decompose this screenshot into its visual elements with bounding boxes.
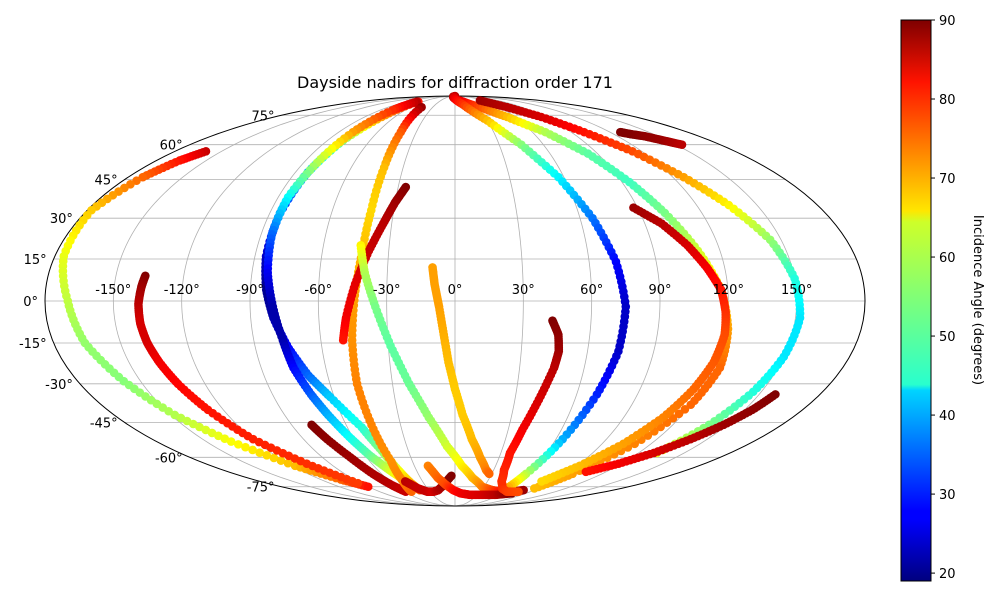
nadir-point — [514, 487, 523, 497]
nadir-point — [276, 456, 286, 465]
x-tick-label: 60° — [580, 283, 603, 298]
y-tick-label: 15° — [24, 253, 47, 268]
x-tick-label: 30° — [512, 283, 535, 298]
colorbar-tick-label: 60 — [939, 251, 956, 266]
x-tick-label: -120° — [164, 283, 200, 298]
colorbar-tick-label: 70 — [939, 172, 956, 187]
colorbar-ticks: 20 30 40 50 60 70 80 90 — [931, 14, 956, 582]
nadir-point — [674, 409, 684, 419]
nadir-point — [353, 478, 363, 488]
nadir-point — [668, 413, 678, 423]
nadir-point — [241, 442, 250, 452]
colorbar-tick-label: 30 — [939, 488, 956, 503]
nadir-point — [138, 172, 148, 182]
nadir-point — [363, 482, 373, 492]
nadir-point — [485, 469, 494, 479]
nadir-point — [447, 471, 456, 481]
nadir-point — [581, 467, 591, 477]
nadir-point — [226, 437, 236, 446]
colorbar-tick-label: 50 — [939, 330, 956, 345]
y-tick-label: -45° — [90, 416, 118, 431]
nadir-point — [686, 400, 696, 410]
x-tick-label: -60° — [304, 283, 332, 298]
y-tick-label: -60° — [155, 451, 183, 466]
colorbar-tick-label: 40 — [939, 409, 956, 424]
colorbar: 20 30 40 50 60 70 80 90 Incidence Angle (degree… — [900, 14, 985, 582]
x-tick-label: 90° — [648, 283, 671, 298]
nadir-point — [680, 404, 690, 414]
nadir-point — [255, 448, 264, 457]
x-tick-label: -90° — [236, 283, 264, 298]
nadir-point — [530, 484, 539, 493]
x-tick-label: -30° — [373, 283, 401, 298]
y-tick-label: 30° — [50, 212, 73, 227]
colorbar-tick-label: 20 — [939, 567, 956, 582]
nadir-point — [537, 477, 546, 486]
x-tick-label: 0° — [448, 283, 463, 298]
nadir-point — [677, 140, 687, 150]
nadir-point — [262, 451, 272, 460]
x-tick-label: 120° — [713, 283, 744, 298]
y-tick-label: 60° — [160, 139, 183, 154]
colorbar-label: Incidence Angle (degrees) — [970, 215, 985, 385]
nadir-point — [233, 440, 243, 449]
nadir-point — [283, 458, 293, 468]
y-tick-label: 75° — [251, 109, 274, 124]
nadir-point — [269, 453, 279, 463]
data-points — [58, 91, 805, 500]
colorbar-gradient — [900, 19, 932, 582]
y-tick-label: 0° — [23, 295, 38, 310]
y-tick-label: 45° — [95, 174, 118, 189]
chart-title: Dayside nadirs for diffraction order 171 — [297, 73, 613, 92]
colorbar-tick-label: 80 — [939, 93, 956, 108]
nadir-point — [338, 335, 348, 345]
tick-labels: -150° -120° -90° -60° -30° 0° 30° 60° 90° 120° 150… — [19, 109, 812, 495]
y-tick-label: -30° — [45, 378, 73, 393]
colorbar-tick-label: 90 — [939, 14, 956, 29]
y-tick-label: -75° — [247, 481, 275, 496]
x-tick-label: -150° — [95, 283, 131, 298]
y-tick-label: -15° — [19, 337, 47, 352]
graticule — [45, 96, 865, 506]
x-tick-label: 150° — [781, 283, 812, 298]
nadir-point — [248, 445, 257, 455]
